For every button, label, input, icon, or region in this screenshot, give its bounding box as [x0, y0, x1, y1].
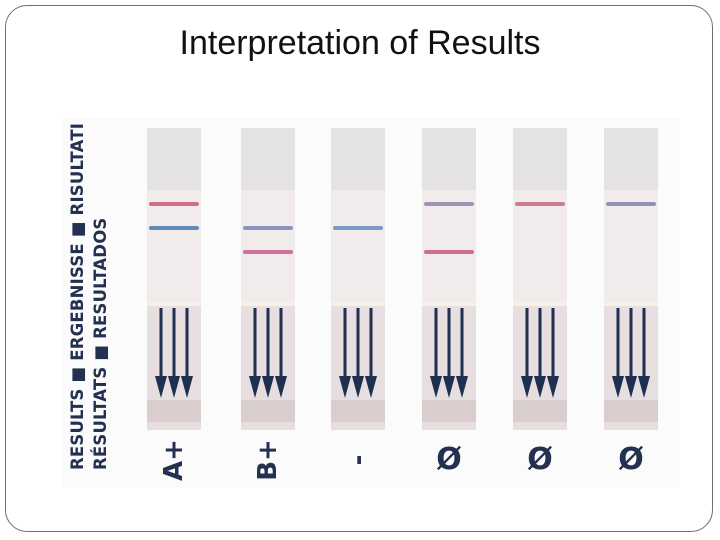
down-arrow-icon [339, 308, 351, 398]
reaction-line [149, 202, 199, 206]
reaction-line [424, 250, 474, 254]
down-arrow-icon [275, 308, 287, 398]
results-label-line-1: RESULTS ■ ERGEBNISSE ■ RISULTATI [68, 122, 87, 470]
down-arrow-icon [365, 308, 377, 398]
strip-result-label: B+ [241, 439, 295, 481]
dip-arrows [521, 308, 559, 398]
down-arrow-icon [168, 308, 180, 398]
strip-result-label: Ø [604, 440, 658, 480]
dip-arrows [612, 308, 650, 398]
test-strip [513, 128, 567, 430]
test-strip [241, 128, 295, 430]
down-arrow-icon [638, 308, 650, 398]
strip-zone-mid [604, 190, 658, 302]
strip-zone-top [241, 128, 295, 190]
down-arrow-icon [534, 308, 546, 398]
reaction-line [243, 226, 293, 230]
strip-zone-pad [422, 302, 476, 306]
strip-zone-foot [241, 400, 295, 422]
strip-zone-pad [241, 302, 295, 306]
result-symbol: B+ [252, 439, 283, 481]
reaction-line [515, 202, 565, 206]
down-arrow-icon [155, 308, 167, 398]
down-arrow-icon [181, 308, 193, 398]
strip-zone-foot [604, 400, 658, 422]
strip-zone-foot [331, 400, 385, 422]
reaction-line [149, 226, 199, 230]
strip-zone-top [604, 128, 658, 190]
results-multilingual-label: RESULTS ■ ERGEBNISSE ■ RISULTATI RÉSULTA… [66, 122, 116, 470]
result-symbol: - [342, 454, 373, 466]
reaction-line [424, 202, 474, 206]
down-arrow-icon [612, 308, 624, 398]
test-strip [422, 128, 476, 430]
down-arrow-icon [625, 308, 637, 398]
test-strip [604, 128, 658, 430]
down-arrow-icon [430, 308, 442, 398]
strip-zone-foot [147, 400, 201, 422]
result-symbol: Ø [527, 442, 553, 477]
strip-zone-foot [513, 400, 567, 422]
strip-zone-top [422, 128, 476, 190]
strip-result-label: - [331, 440, 385, 480]
results-label-line-2: RÉSULTATS ■ RESULTADOS [91, 217, 110, 470]
strip-zone-pad [331, 302, 385, 306]
down-arrow-icon [262, 308, 274, 398]
down-arrow-icon [521, 308, 533, 398]
reaction-line [606, 202, 656, 206]
strip-zone-mid [241, 190, 295, 302]
result-symbol: A+ [158, 439, 189, 481]
test-strip [147, 128, 201, 430]
strip-zone-top [513, 128, 567, 190]
strip-result-label: Ø [513, 440, 567, 480]
down-arrow-icon [443, 308, 455, 398]
dip-arrows [155, 308, 193, 398]
strip-zone-mid [331, 190, 385, 302]
strip-zone-top [331, 128, 385, 190]
strip-zone-top [147, 128, 201, 190]
dip-arrows [430, 308, 468, 398]
dip-arrows [339, 308, 377, 398]
result-symbol: Ø [436, 442, 462, 477]
strip-zone-pad [604, 302, 658, 306]
strip-result-label: A+ [147, 439, 201, 481]
result-symbol: Ø [618, 442, 644, 477]
dip-arrows [249, 308, 287, 398]
down-arrow-icon [249, 308, 261, 398]
strip-zone-pad [513, 302, 567, 306]
strip-result-label: Ø [422, 440, 476, 480]
slide-title: Interpretation of Results [179, 24, 541, 62]
strip-zone-mid [513, 190, 567, 302]
down-arrow-icon [352, 308, 364, 398]
strip-zone-foot [422, 400, 476, 422]
down-arrow-icon [547, 308, 559, 398]
strip-zone-mid [422, 190, 476, 302]
strip-zone-pad [147, 302, 201, 306]
test-strip [331, 128, 385, 430]
down-arrow-icon [456, 308, 468, 398]
reaction-line [243, 250, 293, 254]
reaction-line [333, 226, 383, 230]
strip-zone-mid [147, 190, 201, 302]
